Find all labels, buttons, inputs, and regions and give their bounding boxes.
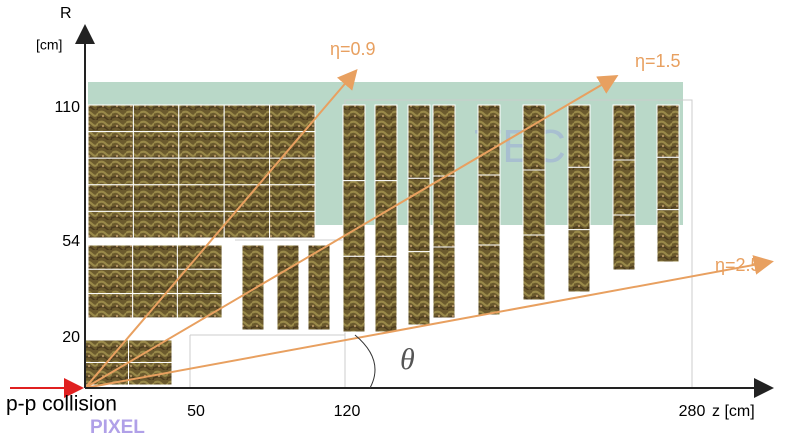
module [133, 245, 178, 269]
module [133, 269, 178, 293]
module [343, 105, 365, 181]
module [224, 105, 269, 132]
module [179, 158, 224, 185]
module [88, 294, 133, 318]
module [375, 256, 397, 332]
module [88, 105, 133, 132]
module [88, 245, 133, 269]
module [568, 105, 590, 167]
module [613, 160, 635, 215]
eta-label: η=2.5 [715, 255, 761, 275]
module [133, 105, 178, 132]
module [375, 181, 397, 257]
x-tick-label: 50 [187, 403, 205, 420]
module [277, 245, 299, 330]
module [88, 211, 133, 238]
page: TEC η=0.9 η=1.5 η=2.5 θ R [cm] 110 54 20… [0, 0, 792, 444]
beam-label: p-p collision [6, 393, 117, 416]
eta-label: η=1.5 [635, 51, 681, 71]
module [177, 245, 222, 269]
module [613, 215, 635, 270]
module [179, 185, 224, 212]
module [177, 294, 222, 318]
module [133, 185, 178, 212]
module [133, 211, 178, 238]
module [433, 247, 455, 318]
y-tick-label: 54 [62, 233, 80, 250]
module [408, 105, 430, 178]
module [375, 105, 397, 181]
module [478, 105, 500, 175]
axis-unit: [cm] [36, 37, 62, 53]
module [224, 132, 269, 159]
module [568, 230, 590, 292]
module [270, 158, 315, 185]
module [433, 176, 455, 247]
module [179, 132, 224, 159]
module [523, 170, 545, 235]
module [657, 157, 679, 209]
module [242, 245, 264, 330]
module [88, 269, 133, 293]
x-tick-label: 120 [334, 403, 361, 420]
module [270, 211, 315, 238]
angle-label: θ [400, 343, 415, 376]
module [308, 245, 330, 330]
module [613, 105, 635, 160]
module [478, 175, 500, 245]
module [270, 185, 315, 212]
module [179, 105, 224, 132]
module [568, 167, 590, 229]
x-axis-label: z [cm] [712, 403, 755, 420]
module [88, 185, 133, 212]
module [88, 132, 133, 159]
module [133, 158, 178, 185]
region-label: PIXEL [90, 417, 145, 438]
module [88, 158, 133, 185]
module [523, 235, 545, 300]
x-tick-label: 280 [679, 403, 706, 420]
modules [85, 105, 679, 385]
eta-label: η=0.9 [330, 39, 376, 59]
module [433, 105, 455, 176]
module [657, 105, 679, 157]
module [408, 252, 430, 325]
y-tick-label: 20 [62, 329, 80, 346]
module [343, 181, 365, 257]
angle-arc [355, 335, 375, 388]
axis-label: R [60, 5, 72, 22]
y-tick-label: 110 [54, 99, 80, 116]
module [343, 256, 365, 332]
module [523, 105, 545, 170]
module [133, 132, 178, 159]
module [657, 210, 679, 262]
diagram: TEC η=0.9 η=1.5 η=2.5 θ R [cm] 110 54 20… [0, 0, 792, 439]
module [408, 178, 430, 251]
module [478, 245, 500, 315]
module [224, 211, 269, 238]
